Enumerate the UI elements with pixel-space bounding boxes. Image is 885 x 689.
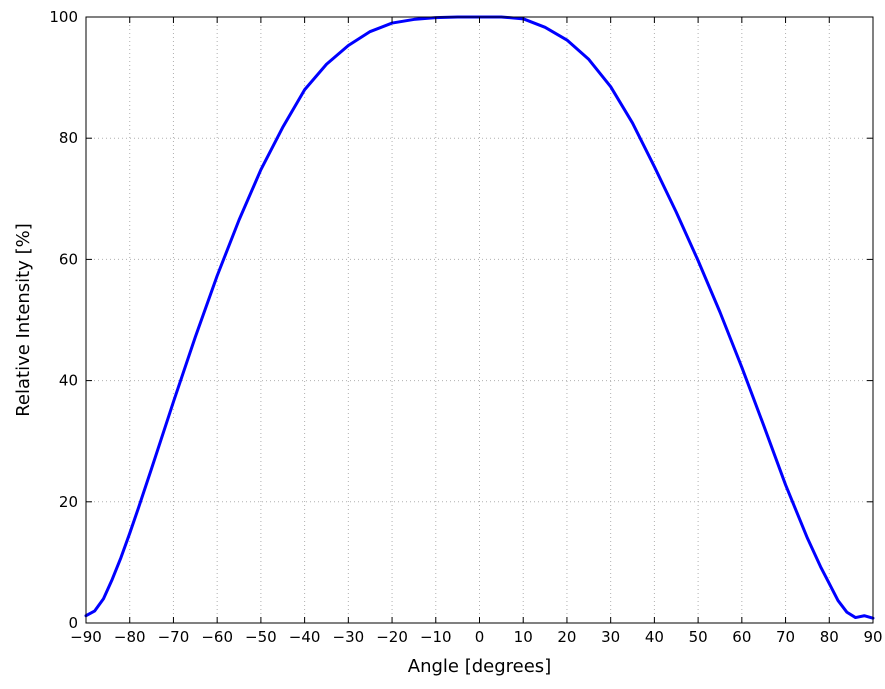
x-tick-label: 10 xyxy=(514,628,533,646)
grid xyxy=(86,17,873,623)
y-tick-label: 40 xyxy=(59,372,78,390)
x-tick-label: −80 xyxy=(114,628,146,646)
x-tick-label: −20 xyxy=(376,628,408,646)
x-tick-label: −90 xyxy=(70,628,102,646)
x-tick-label: 90 xyxy=(863,628,882,646)
y-tick-label: 100 xyxy=(49,8,78,26)
x-tick-label: −70 xyxy=(158,628,190,646)
y-tick-label: 80 xyxy=(59,129,78,147)
y-tick-label: 20 xyxy=(59,493,78,511)
x-tick-label: 30 xyxy=(601,628,620,646)
x-tick-label: 60 xyxy=(732,628,751,646)
x-tick-label: −60 xyxy=(201,628,233,646)
x-tick-label: 0 xyxy=(475,628,485,646)
x-axis-label: Angle [degrees] xyxy=(408,656,551,677)
y-tick-label: 60 xyxy=(59,250,78,268)
plot-background xyxy=(86,17,873,623)
x-tick-label: −40 xyxy=(289,628,321,646)
x-tick-label: 40 xyxy=(645,628,664,646)
ticks xyxy=(85,16,874,624)
y-axis-label: Relative Intensity [%] xyxy=(13,223,34,417)
tick-labels: −90 −80 −70 −60 −50 −40 −30 −20 −10 0 10 20 30 40 50 60… xyxy=(49,8,882,646)
x-tick-label: −10 xyxy=(420,628,452,646)
x-tick-label: −30 xyxy=(333,628,365,646)
x-tick-label: 70 xyxy=(776,628,795,646)
y-tick-label: 0 xyxy=(68,614,78,632)
x-tick-label: 20 xyxy=(557,628,576,646)
x-tick-label: 80 xyxy=(820,628,839,646)
x-tick-label: −50 xyxy=(245,628,277,646)
x-tick-label: 50 xyxy=(689,628,708,646)
